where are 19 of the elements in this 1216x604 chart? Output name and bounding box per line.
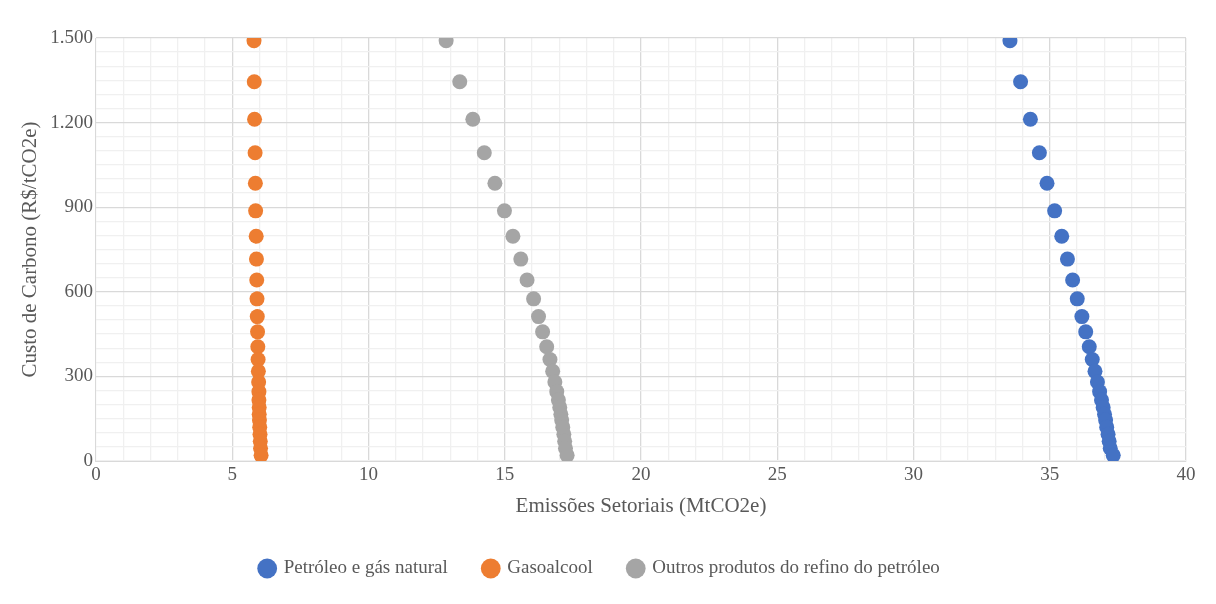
x-axis-title: Emissões Setoriais (MtCO2e) (515, 492, 767, 517)
y-tick-label: 600 (64, 279, 93, 301)
x-tick-label: 20 (631, 463, 651, 485)
x-tick-label: 30 (903, 463, 923, 485)
y-tick-label: 1.500 (50, 25, 93, 47)
legend-label: Outros produtos do refino do petróleo (652, 556, 940, 578)
x-tick-label: 5 (227, 463, 237, 485)
x-tick-label: 35 (1040, 463, 1060, 485)
legend-label: Gasoalcool (507, 556, 593, 578)
x-tick-label: 40 (1176, 463, 1196, 485)
x-tick-label: 15 (495, 463, 515, 485)
y-tick-label: 300 (64, 364, 93, 386)
y-axis-title: Custo de Carbono (R$/tCO2e) (17, 121, 42, 378)
x-tick-label: 25 (767, 463, 787, 485)
y-tick-label: 0 (83, 448, 93, 470)
x-tick-label: 10 (358, 463, 378, 485)
legend-label: Petróleo e gás natural (283, 556, 448, 578)
y-tick-label: 1.200 (50, 110, 93, 132)
y-tick-label: 900 (64, 195, 93, 217)
